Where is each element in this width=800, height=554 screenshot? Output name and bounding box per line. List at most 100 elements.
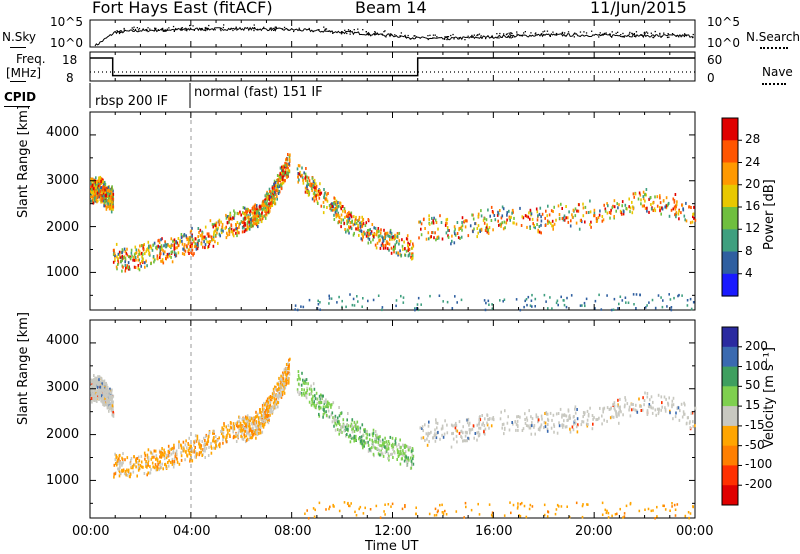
range-gate-point bbox=[534, 297, 537, 301]
range-gate-point bbox=[170, 250, 173, 254]
range-gate-point bbox=[446, 221, 448, 225]
range-gate-point bbox=[652, 209, 655, 212]
range-gate-point bbox=[463, 220, 465, 224]
range-gate-point bbox=[623, 210, 625, 214]
range-gate-point bbox=[280, 384, 283, 388]
range-gate-point bbox=[285, 374, 288, 378]
range-gate-point bbox=[123, 255, 126, 259]
range-gate-point bbox=[574, 411, 577, 415]
range-gate-point bbox=[469, 224, 472, 228]
range-gate-point bbox=[617, 307, 619, 310]
range-gate-point bbox=[594, 307, 596, 310]
range-gate-point bbox=[253, 222, 256, 226]
nsearch-point bbox=[389, 33, 391, 35]
range-gate-point bbox=[405, 237, 408, 241]
range-gate-point bbox=[606, 419, 608, 423]
range-gate-point bbox=[634, 192, 637, 196]
range-gate-point bbox=[93, 190, 96, 194]
range-gate-point bbox=[273, 186, 276, 190]
range-gate-point bbox=[668, 396, 670, 400]
range-gate-point bbox=[208, 240, 211, 244]
range-gate-point bbox=[129, 257, 132, 261]
nsearch-point bbox=[446, 38, 448, 41]
range-gate-point bbox=[340, 427, 342, 430]
range-gate-point bbox=[315, 397, 318, 401]
range-gate-point bbox=[195, 439, 198, 443]
range-gate-point bbox=[301, 388, 303, 391]
range-gate-point bbox=[352, 233, 355, 237]
range-gate-point bbox=[492, 211, 494, 215]
range-gate-point bbox=[100, 177, 103, 181]
range-gate-point bbox=[248, 422, 251, 426]
range-gate-point bbox=[272, 195, 274, 199]
range-gate-point bbox=[274, 405, 276, 409]
range-gate-point bbox=[440, 221, 443, 224]
range-gate-point bbox=[362, 218, 364, 222]
range-gate-point bbox=[346, 219, 348, 223]
range-gate-point bbox=[210, 445, 212, 449]
range-gate-point bbox=[556, 503, 559, 507]
range-gate-point bbox=[159, 460, 161, 464]
range-gate-point bbox=[167, 243, 169, 247]
nsky-label: N.Sky bbox=[2, 30, 37, 44]
range-gate-point bbox=[338, 509, 341, 513]
range-gate-point bbox=[126, 247, 128, 251]
range-gate-point bbox=[686, 304, 689, 307]
range-gate-point bbox=[281, 182, 283, 186]
range-gate-point bbox=[625, 504, 628, 508]
range-gate-point bbox=[257, 422, 259, 426]
range-gate-point bbox=[338, 220, 341, 224]
range-gate-point bbox=[121, 269, 123, 273]
range-gate-point bbox=[254, 215, 256, 219]
range-gate-point bbox=[428, 222, 431, 226]
range-gate-point bbox=[225, 435, 228, 439]
range-gate-point bbox=[664, 408, 667, 412]
range-gate-point bbox=[246, 222, 249, 226]
range-gate-point bbox=[286, 171, 288, 175]
range-gate-point bbox=[276, 195, 278, 198]
range-gate-point bbox=[280, 170, 283, 174]
range-gate-point bbox=[363, 428, 365, 432]
range-gate-point bbox=[545, 411, 548, 415]
range-gate-point bbox=[557, 412, 560, 415]
range-gate-point bbox=[415, 506, 417, 509]
range-gate-point bbox=[252, 434, 254, 438]
range-gate-point bbox=[102, 178, 104, 182]
range-gate-point bbox=[329, 505, 331, 509]
nsearch-point bbox=[157, 29, 159, 31]
range-gate-point bbox=[284, 161, 286, 165]
nsearch-point bbox=[164, 30, 166, 32]
range-gate-point bbox=[406, 234, 409, 238]
range-gate-point bbox=[254, 217, 256, 221]
range-gate-point bbox=[101, 187, 103, 191]
range-gate-point bbox=[301, 173, 303, 177]
range-gate-point bbox=[144, 252, 146, 256]
range-gate-point bbox=[176, 241, 179, 245]
range-gate-point bbox=[521, 429, 524, 432]
range-gate-point bbox=[285, 366, 287, 370]
range-gate-point bbox=[500, 222, 503, 226]
range-gate-point bbox=[271, 195, 273, 199]
range-gate-point bbox=[256, 222, 259, 226]
range-gate-point bbox=[273, 197, 276, 201]
nsearch-label: N.Search bbox=[746, 30, 800, 44]
range-gate-point bbox=[272, 185, 275, 189]
range-gate-point bbox=[346, 222, 348, 226]
range-gate-point bbox=[248, 218, 250, 222]
range-gate-point bbox=[558, 213, 561, 216]
range-gate-point bbox=[619, 507, 621, 511]
range-gate-point bbox=[517, 505, 519, 508]
range-gate-point bbox=[137, 455, 140, 459]
range-gate-point bbox=[348, 216, 351, 220]
range-gate-point bbox=[506, 213, 508, 217]
range-gate-point bbox=[108, 399, 111, 403]
range-gate-point bbox=[157, 462, 159, 466]
range-gate-point bbox=[297, 175, 299, 179]
range-gate-point bbox=[371, 432, 374, 436]
range-gate-point bbox=[643, 403, 645, 407]
range-gate-point bbox=[346, 212, 349, 216]
range-gate-point bbox=[111, 398, 113, 402]
range-gate-point bbox=[389, 228, 392, 232]
range-gate-point bbox=[410, 449, 413, 453]
range-gate-point bbox=[102, 400, 105, 403]
